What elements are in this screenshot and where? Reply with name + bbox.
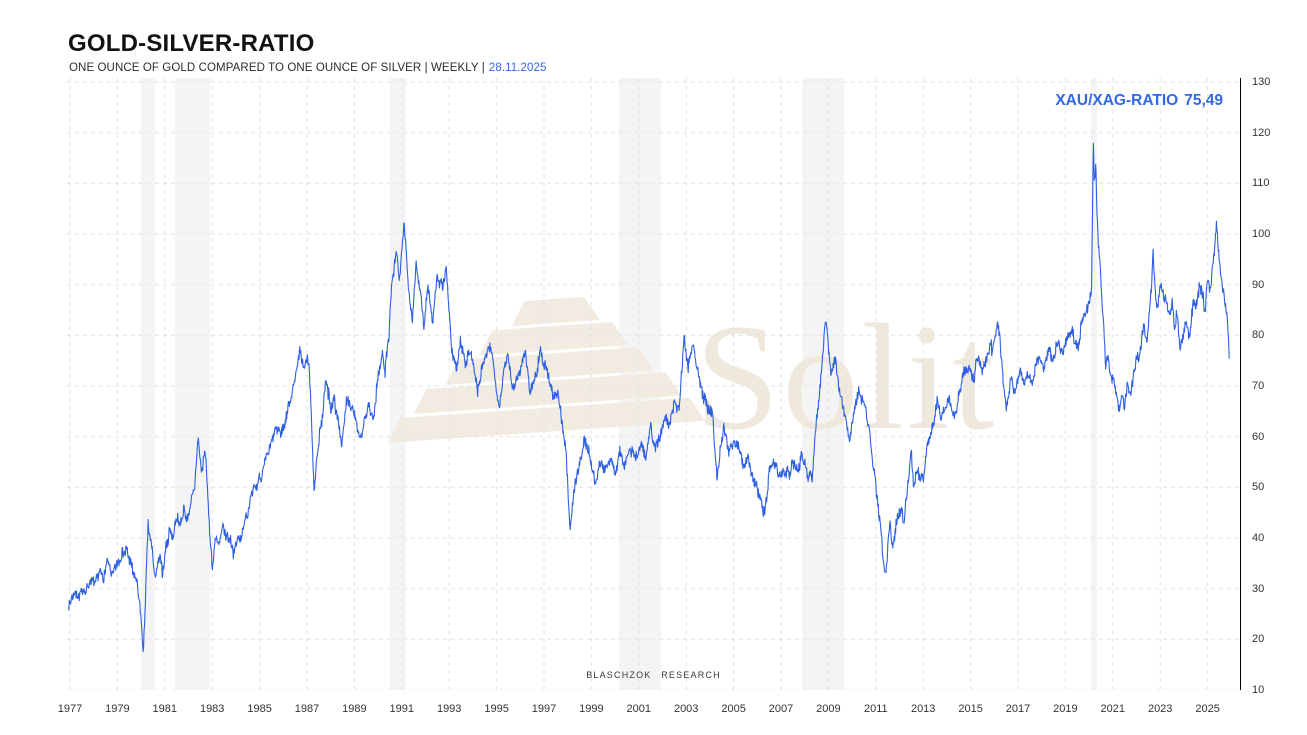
x-axis-label: 2019 [1053, 703, 1078, 715]
y-axis-label: 60 [1252, 430, 1265, 443]
x-axis-label: 1983 [199, 703, 225, 715]
y-axis-label: 20 [1252, 633, 1265, 646]
x-axis-label: 2013 [910, 703, 936, 715]
y-axis-label: 100 [1252, 228, 1271, 240]
y-axis-label: 10 [1252, 684, 1265, 696]
watermark: Solit [387, 293, 997, 461]
x-axis-label: 1989 [342, 703, 367, 715]
watermark-text: Solit [695, 293, 997, 461]
plot-area: Solit BLASCHZOK RESEARCH [67, 78, 1241, 690]
x-axis-label: 2007 [768, 703, 794, 715]
legend-value: 75,49 [1184, 92, 1223, 109]
chart-canvas: Solit [67, 78, 1240, 690]
x-axis-label: 2005 [721, 703, 746, 715]
x-axis-label: 1985 [247, 703, 272, 715]
gold-bar [413, 372, 682, 415]
x-axis-label: 1999 [579, 703, 604, 715]
chart-subtitle-text: ONE OUNCE OF GOLD COMPARED TO ONE OUNCE … [69, 62, 485, 74]
gold-bar [511, 296, 600, 326]
recession-band [389, 78, 406, 690]
y-axis-label: 130 [1252, 76, 1271, 88]
ratio-line [68, 142, 1230, 653]
y-axis-label: 50 [1252, 481, 1265, 494]
x-axis-label: 1991 [389, 703, 415, 715]
legend-label: XAU/XAG-RATIO [1055, 92, 1179, 109]
x-axis-label: 1995 [484, 703, 509, 715]
research-credit: BLASCHZOK RESEARCH [586, 670, 721, 680]
page-title: GOLD-SILVER-RATIO [68, 30, 315, 57]
recession-band [802, 78, 844, 690]
x-axis-label: 2025 [1195, 703, 1220, 715]
x-axis-label: 2001 [626, 703, 652, 715]
y-axis-label: 110 [1252, 177, 1270, 190]
x-axis-label: 2023 [1147, 703, 1173, 715]
gold-bar [387, 397, 706, 443]
y-axis-label: 90 [1252, 278, 1265, 291]
x-axis-label: 2017 [1005, 703, 1031, 715]
x-axis-label: 1977 [57, 703, 83, 715]
recession-band [175, 78, 211, 690]
report-date: 28.11.2025 [488, 62, 547, 74]
x-axis-label: 1979 [105, 703, 130, 715]
gold-bar [479, 322, 628, 356]
recession-band [141, 78, 156, 690]
y-axis-label: 70 [1252, 380, 1265, 392]
x-axis-label: 1981 [152, 703, 178, 715]
x-axis-label: 1997 [531, 703, 557, 715]
y-axis-label: 40 [1252, 532, 1265, 544]
gold-bar [445, 347, 654, 385]
gridlines [67, 78, 1240, 690]
y-axis-label: 80 [1252, 329, 1265, 342]
y-axis-label: 30 [1252, 582, 1265, 595]
recession-band [1091, 78, 1097, 690]
x-axis-label: 2009 [816, 703, 841, 715]
x-axis-label: 1993 [436, 703, 462, 715]
series-legend: XAU/XAG-RATIO 75,49 [1055, 92, 1223, 110]
x-axis-label: 1987 [294, 703, 320, 715]
y-axis-label: 120 [1252, 126, 1271, 139]
x-axis-label: 2015 [958, 703, 983, 715]
x-axis-label: 2021 [1100, 703, 1126, 715]
gold-bars-pyramid-icon [387, 296, 706, 443]
x-axis-label: 2011 [863, 703, 888, 715]
x-axis-label: 2003 [673, 703, 699, 715]
chart-subtitle: ONE OUNCE OF GOLD COMPARED TO ONE OUNCE … [69, 62, 547, 74]
